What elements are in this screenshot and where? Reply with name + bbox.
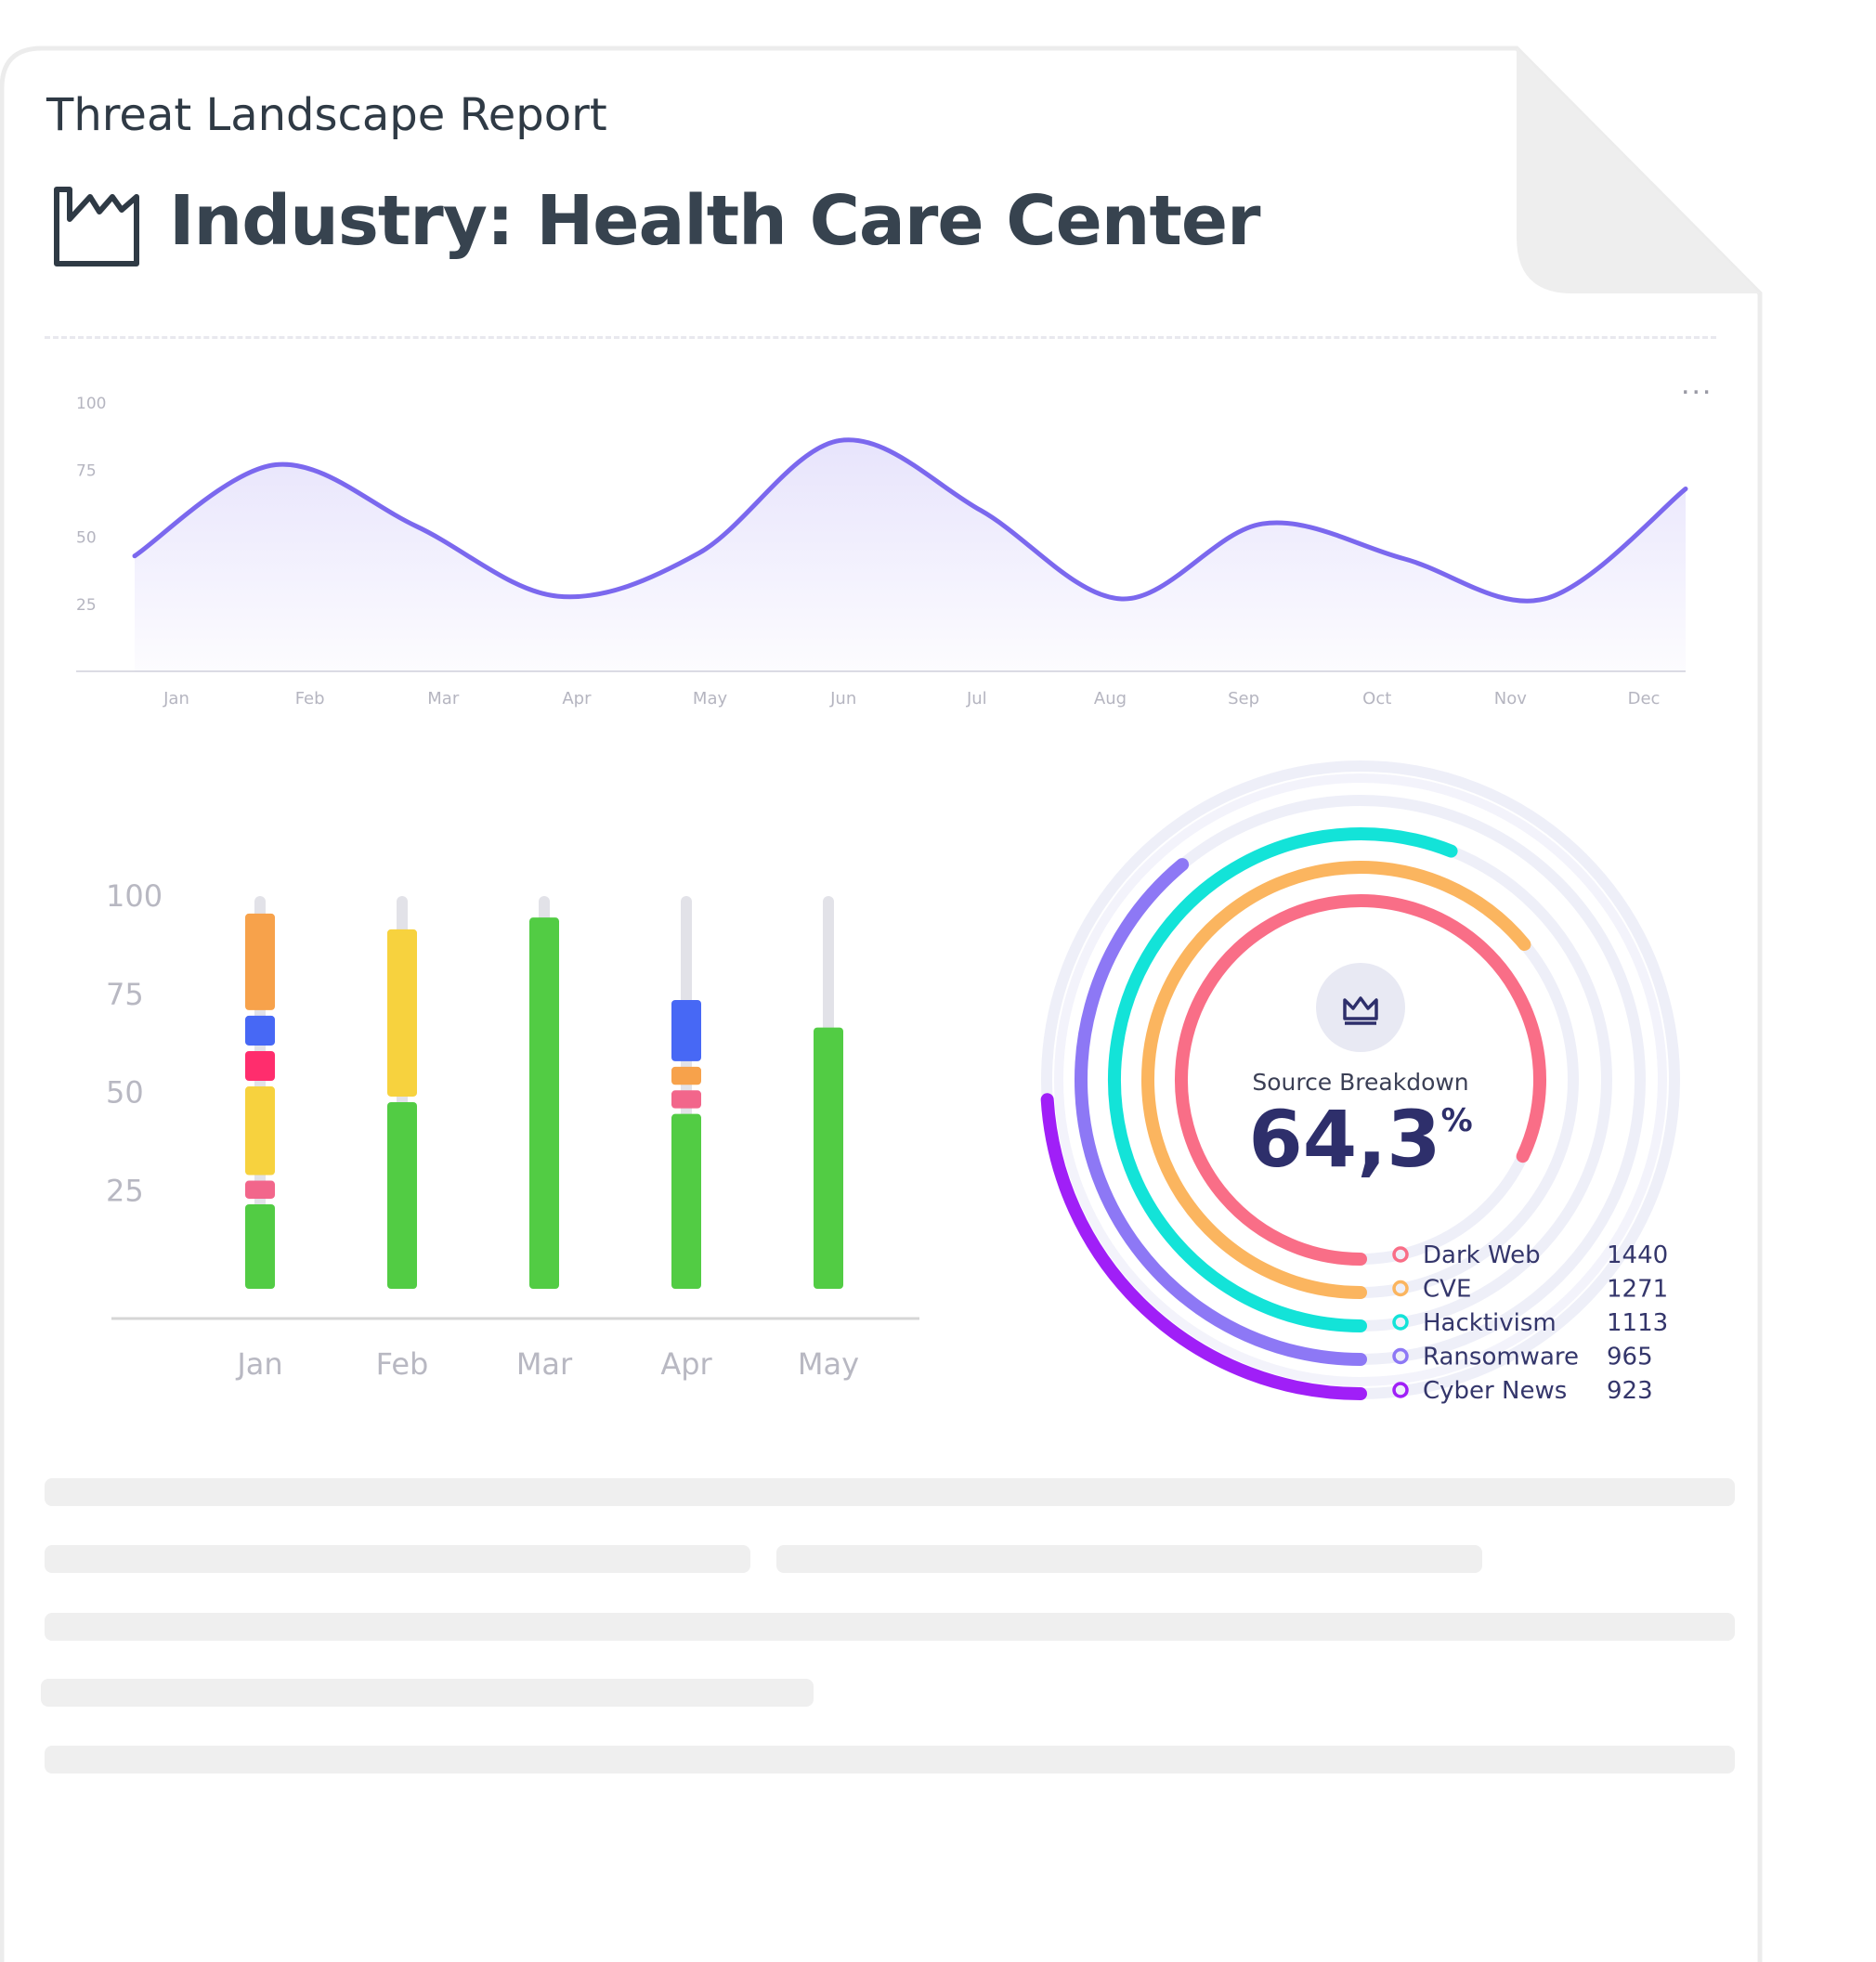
placeholder-line-2a bbox=[45, 1545, 750, 1573]
placeholder-line-1 bbox=[45, 1478, 1735, 1506]
page-title: Industry: Health Care Center bbox=[169, 181, 1261, 261]
placeholder-line-3 bbox=[45, 1613, 1735, 1641]
placeholder-line-4 bbox=[41, 1679, 814, 1707]
report-subtitle: Threat Landscape Report bbox=[46, 89, 607, 141]
folded-corner bbox=[1517, 48, 1760, 293]
factory-icon bbox=[54, 187, 139, 266]
section-divider bbox=[45, 336, 1716, 339]
placeholder-line-5 bbox=[45, 1746, 1735, 1774]
more-horizontal-icon[interactable]: ... bbox=[1681, 366, 1713, 401]
placeholder-line-2b bbox=[776, 1545, 1482, 1573]
